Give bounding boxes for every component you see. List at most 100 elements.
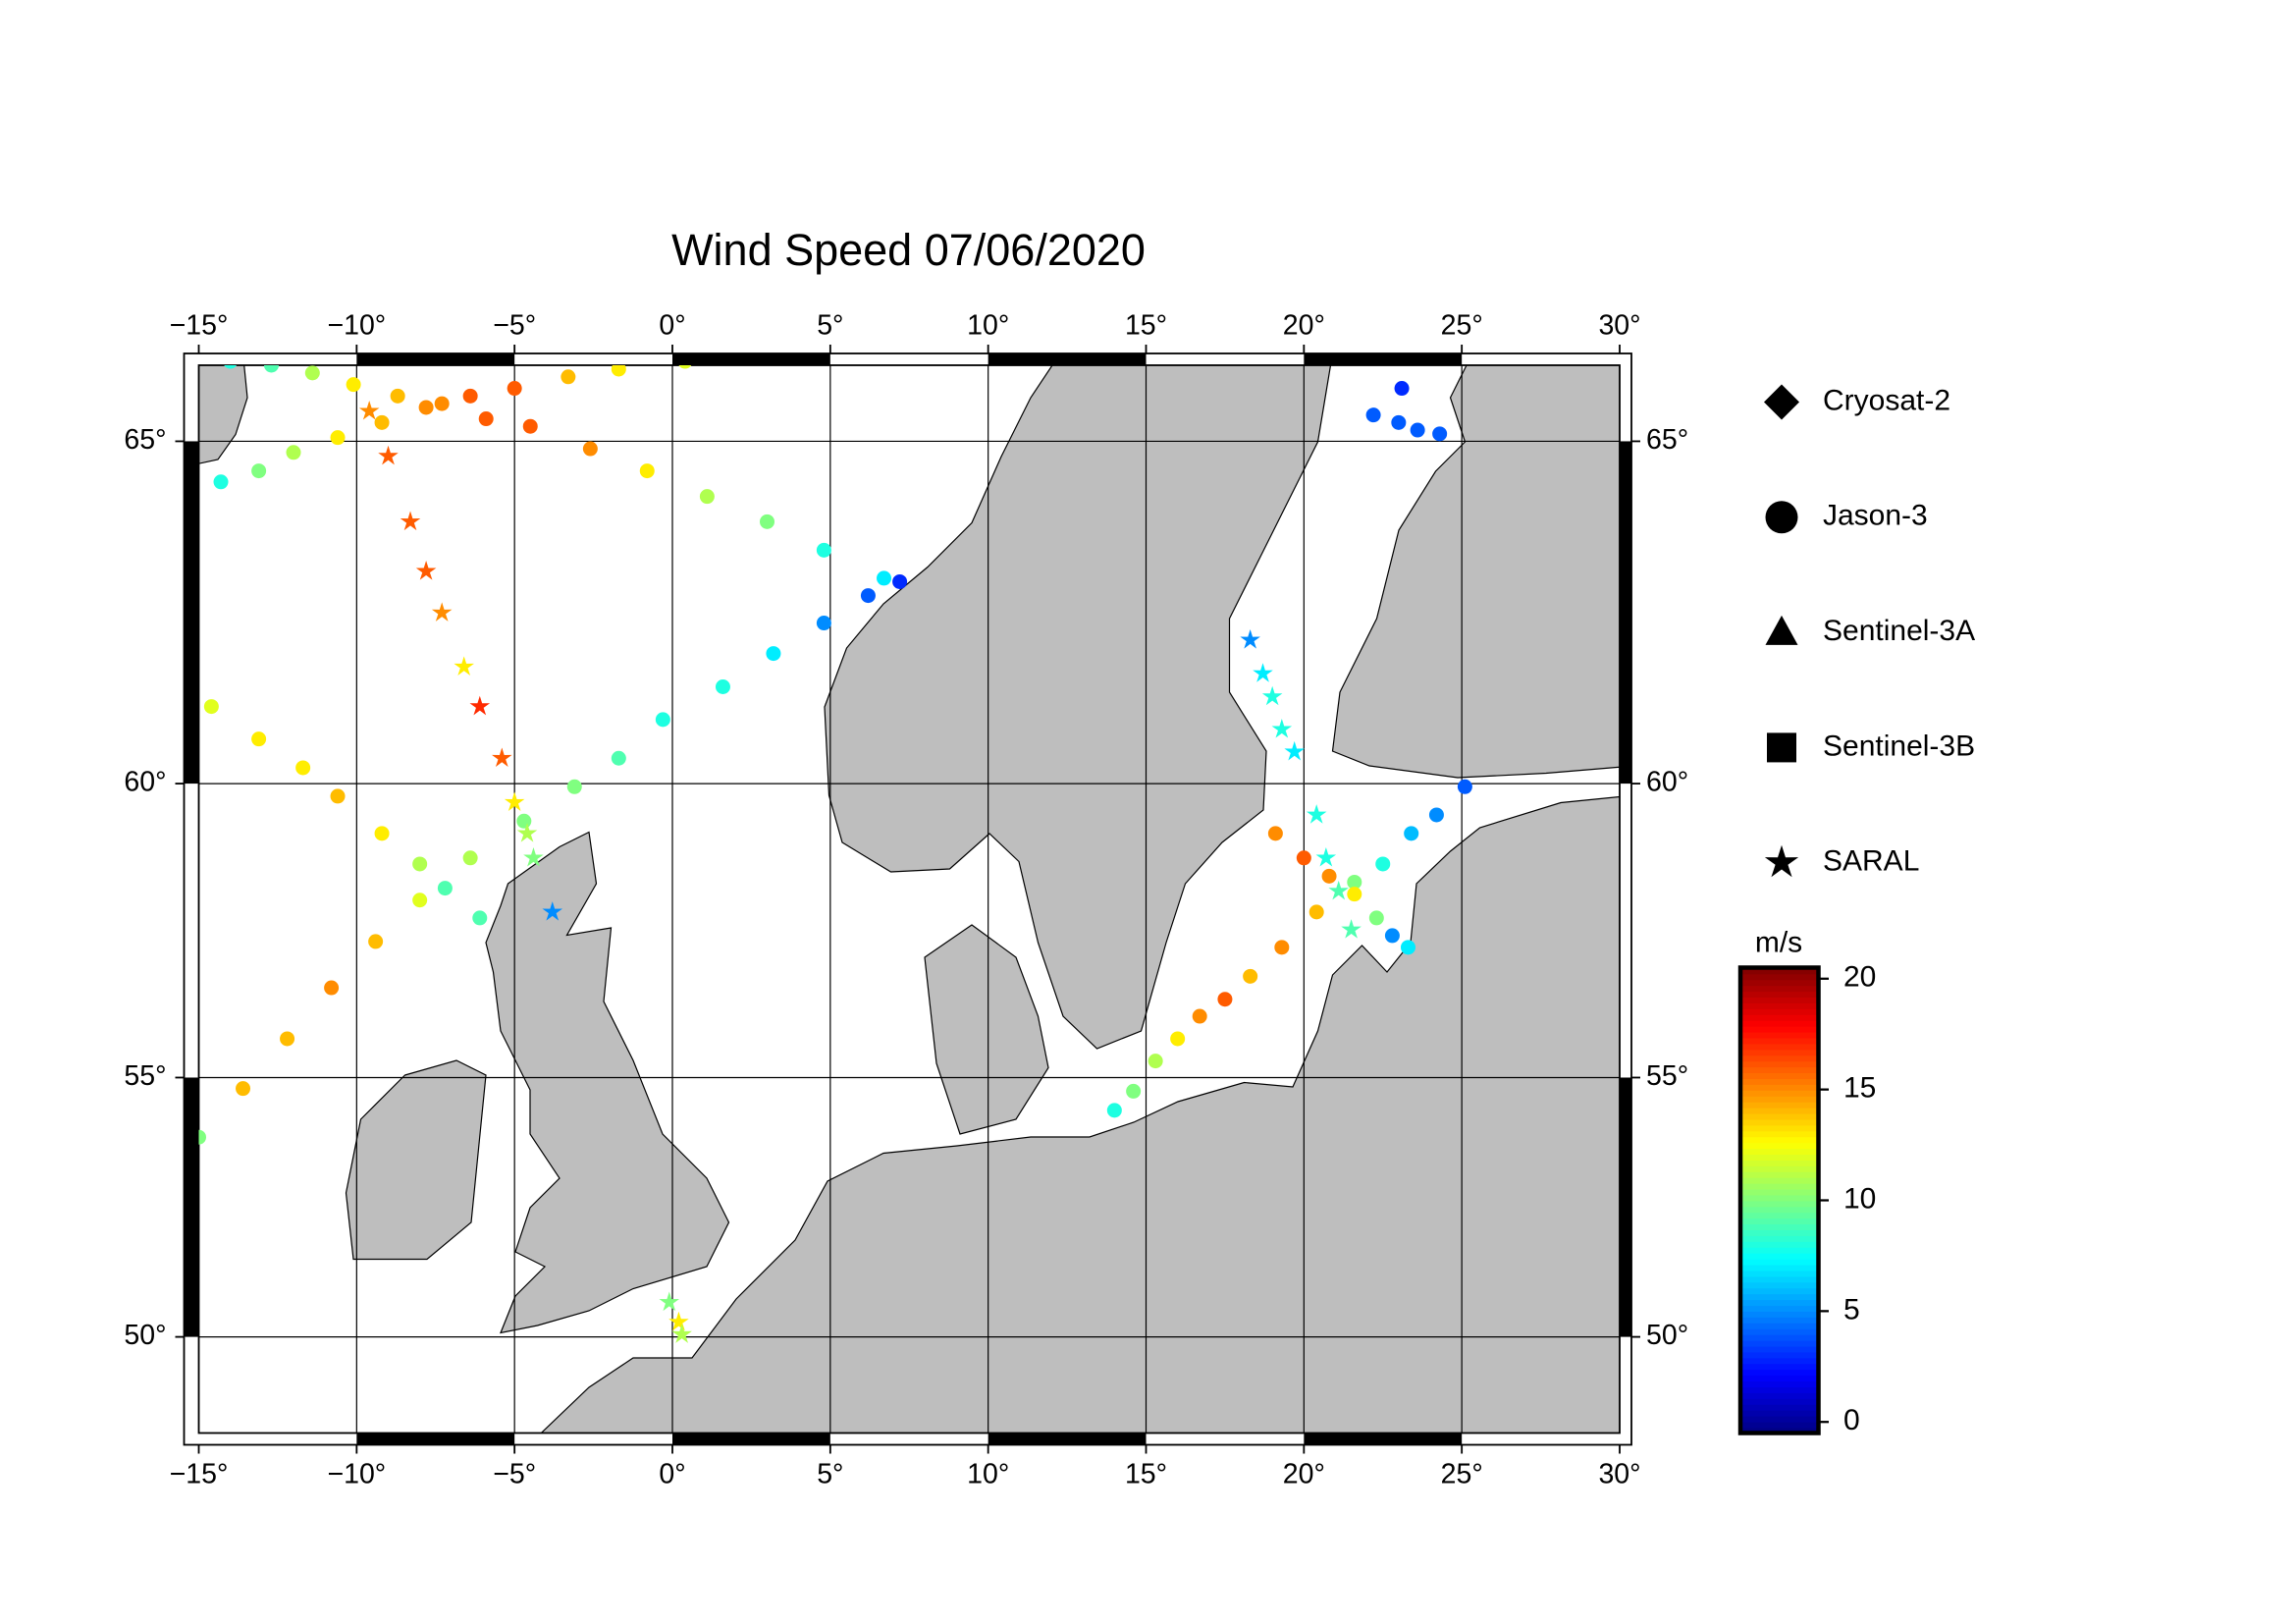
track-point [1404, 826, 1419, 841]
track-point [1261, 685, 1283, 706]
track-point [263, 365, 279, 373]
colorbar-step [1740, 1327, 1819, 1335]
colorbar-tick-label: 20 [1843, 961, 1876, 994]
track-point [1400, 940, 1415, 955]
track-point [478, 411, 494, 427]
colorbar-step [1740, 1403, 1819, 1411]
colorbar-step [1740, 1136, 1819, 1144]
continent [540, 795, 1621, 1434]
track-point [582, 441, 598, 457]
track-point [892, 573, 908, 589]
colorbar-step [1740, 1154, 1819, 1161]
track-point [330, 788, 346, 804]
track-point [1253, 663, 1273, 682]
frame-bar [356, 1433, 515, 1445]
colorbar-step [1740, 1007, 1819, 1015]
x-tick-label: 5° [817, 310, 843, 342]
colorbar-step [1740, 1043, 1819, 1051]
track-point [523, 846, 544, 867]
frame-bar [672, 353, 830, 365]
colorbar-step [1740, 1194, 1819, 1202]
legend-marker [1765, 501, 1798, 534]
legend-label: Sentinel-3B [1823, 730, 1975, 762]
colorbar-step [1740, 1397, 1819, 1405]
colorbar-step [1740, 1066, 1819, 1074]
colorbar-step [1740, 1252, 1819, 1260]
x-tick-label: 0° [659, 310, 685, 342]
track-point [374, 414, 390, 430]
track-point [462, 850, 478, 866]
ireland [345, 1059, 487, 1261]
colorbar-step [1740, 1206, 1819, 1214]
track-point [1368, 910, 1384, 926]
colorbar-step [1740, 1305, 1819, 1312]
legend-label: Cryosat-2 [1823, 384, 1950, 416]
colorbar-step [1740, 1013, 1819, 1021]
colorbar-step [1740, 1112, 1819, 1120]
colorbar-step [1740, 1095, 1819, 1103]
track-point [1267, 826, 1283, 841]
tracks [198, 365, 1472, 1343]
legend-marker [1767, 732, 1797, 763]
track-point [412, 893, 428, 908]
legend-label: Jason-3 [1823, 500, 1928, 532]
colorbar-step [1740, 1142, 1819, 1150]
track-point [678, 365, 692, 369]
track-point [561, 369, 576, 385]
colorbar-step [1740, 1089, 1819, 1097]
colorbar-tick-label: 0 [1843, 1404, 1860, 1436]
track-point [1457, 779, 1472, 794]
x-tick-label: 5° [817, 1459, 843, 1490]
track-point [286, 445, 301, 460]
y-tick-label: 50° [124, 1320, 166, 1351]
track-point [1384, 928, 1400, 944]
track-point [412, 856, 428, 872]
track-point [1321, 868, 1337, 884]
frame-bar [184, 1077, 199, 1337]
colorbar-step [1740, 997, 1819, 1003]
colorbar-step [1740, 1200, 1819, 1208]
track-point [1410, 422, 1425, 438]
track-point [611, 750, 626, 766]
track-point [1217, 992, 1233, 1007]
land [198, 365, 1621, 1434]
track-point [507, 381, 522, 397]
frame-bar [1304, 353, 1463, 365]
legend-marker [1764, 844, 1799, 878]
colorbar-step [1740, 1235, 1819, 1242]
track-point [1240, 629, 1260, 649]
track-point [1271, 718, 1293, 738]
track-point [462, 388, 478, 404]
track-point [295, 760, 311, 776]
track-point [1347, 874, 1362, 890]
colorbar-step [1740, 1084, 1819, 1091]
colorbar-step [1740, 1164, 1819, 1172]
colorbar-step [1740, 1188, 1819, 1196]
colorbar-step [1740, 1293, 1819, 1301]
frame-inner [197, 364, 1621, 1434]
track-point [1347, 887, 1362, 902]
track-point [1243, 968, 1258, 984]
great-britain [485, 831, 730, 1334]
colorbar-step [1740, 1264, 1819, 1271]
frame-bar [988, 353, 1147, 365]
frame-bar [356, 353, 515, 365]
track-point [668, 1311, 689, 1331]
colorbar-label: m/s [1755, 926, 1802, 958]
track-point [1428, 807, 1444, 823]
track-point [469, 695, 491, 716]
chart-title: Wind Speed 07/06/2020 [671, 225, 1146, 275]
track-point [390, 388, 405, 404]
colorbar-step [1740, 1031, 1819, 1039]
track-point [639, 463, 655, 479]
y-tick-label: 60° [124, 767, 166, 798]
x-tick-label: −10° [327, 310, 386, 342]
x-tick-label: 0° [659, 1459, 685, 1490]
colorbar-step [1740, 985, 1819, 993]
x-tick-label: 25° [1441, 1459, 1483, 1490]
grid [198, 365, 1621, 1434]
y-tick-label: 55° [1646, 1060, 1688, 1092]
colorbar-step [1740, 1217, 1819, 1225]
x-tick-label: 20° [1283, 310, 1325, 342]
track-point [330, 430, 346, 446]
